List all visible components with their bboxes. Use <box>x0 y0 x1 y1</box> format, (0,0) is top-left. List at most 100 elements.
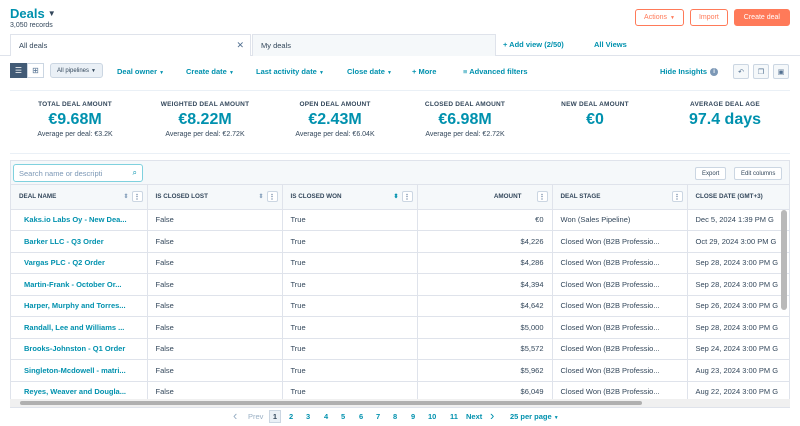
column-menu-icon[interactable]: ⋮ <box>131 191 143 202</box>
deal-name-link[interactable]: Kaks.io Labs Oy - New Dea... <box>11 209 148 231</box>
cell-deal-stage: Closed Won (B2B Professio... <box>552 338 688 360</box>
column-header-deal-name[interactable]: DEAL NAME ⇕ ⋮ <box>11 185 148 210</box>
page-button[interactable]: 5 <box>341 412 346 421</box>
deal-name-link[interactable]: Vargas PLC - Q2 Order <box>11 252 148 274</box>
list-view-icon[interactable]: ☰ <box>10 63 27 78</box>
table-row[interactable]: Kaks.io Labs Oy - New Dea... False True … <box>11 209 789 231</box>
column-header-deal-stage[interactable]: DEAL STAGE ⋮ <box>552 185 688 210</box>
cell-deal-stage: Closed Won (B2B Professio... <box>552 230 688 253</box>
chevron-right-icon[interactable]: › <box>490 408 495 423</box>
tab-all-deals[interactable]: All deals ✕ <box>10 34 251 56</box>
deal-name-link[interactable]: Martin-Frank - October Or... <box>11 273 148 296</box>
deals-table-card: ⌕ Export Edit columns DEAL NAME⇕⋮ IS CLO… <box>10 160 790 408</box>
deal-owner-filter[interactable]: Deal owner ▼ <box>117 67 165 76</box>
cell-close-date: Sep 28, 2024 3:00 PM G <box>687 273 789 296</box>
page-button[interactable]: 9 <box>411 412 416 421</box>
import-button[interactable]: Import <box>689 9 728 26</box>
board-view-icon[interactable]: ⊞ <box>27 63 44 78</box>
filter-icon: ≡ <box>463 67 468 76</box>
edit-columns-button[interactable]: Edit columns <box>734 167 783 180</box>
page-button[interactable]: 3 <box>306 412 311 421</box>
sort-icon[interactable]: ⇕ <box>123 194 129 200</box>
page-button[interactable]: 8 <box>393 412 398 421</box>
all-views-link[interactable]: All Views <box>594 40 627 49</box>
copy-icon[interactable]: ❐ <box>753 64 769 79</box>
horizontal-scrollbar[interactable] <box>10 399 790 407</box>
caret-down-icon: ▼ <box>387 70 392 76</box>
column-header-is-closed-lost[interactable]: IS CLOSED LOST ⇕ ⋮ <box>147 185 283 210</box>
create-deal-button[interactable]: Create deal <box>733 9 790 26</box>
insight-open-deal-amount: OPEN DEAL AMOUNT €2.43M Average per deal… <box>295 101 375 138</box>
deal-name-link[interactable]: Barker LLC - Q3 Order <box>11 230 148 253</box>
last-activity-filter[interactable]: Last activity date ▼ <box>256 67 324 76</box>
page-button[interactable]: 4 <box>324 412 329 421</box>
cell-is-closed-won: True <box>282 230 418 253</box>
cell-deal-stage: Closed Won (B2B Professio... <box>552 295 688 317</box>
table-toolbar: ⌕ Export Edit columns <box>11 161 789 185</box>
table-row[interactable]: Harper, Murphy and Torres... False True … <box>11 295 789 317</box>
deal-name-link[interactable]: Singleton-Mcdowell - matri... <box>11 359 148 382</box>
tab-my-deals[interactable]: My deals <box>252 34 496 56</box>
scrollbar-thumb[interactable] <box>20 401 642 405</box>
page-button[interactable]: 2 <box>289 412 294 421</box>
page-button[interactable]: 11 <box>450 412 458 421</box>
cell-close-date: Aug 23, 2024 3:00 PM G <box>687 359 789 382</box>
table-row[interactable]: Vargas PLC - Q2 Order False True $4,286 … <box>11 252 789 274</box>
record-count: 3,050 records <box>10 22 53 29</box>
column-menu-icon[interactable]: ⋮ <box>536 191 548 202</box>
table-row[interactable]: Barker LLC - Q3 Order False True $4,226 … <box>11 230 789 253</box>
insight-closed-deal-amount: CLOSED DEAL AMOUNT €6.98M Average per de… <box>424 101 506 138</box>
next-page-button[interactable]: Next <box>466 412 483 421</box>
close-date-filter[interactable]: Close date ▼ <box>347 67 392 76</box>
insight-new-deal-amount: NEW DEAL AMOUNT €0 <box>561 101 629 128</box>
add-view-button[interactable]: + Add view (2/50) <box>503 40 564 49</box>
object-selector[interactable]: Deals ▼ <box>10 6 56 21</box>
cell-amount: $4,394 <box>417 273 553 296</box>
cell-deal-stage: Closed Won (B2B Professio... <box>552 273 688 296</box>
deal-name-link[interactable]: Brooks-Johnston - Q1 Order <box>11 338 148 360</box>
page-button[interactable]: 7 <box>376 412 381 421</box>
sort-icon[interactable]: ⇕ <box>258 194 264 200</box>
column-header-amount[interactable]: AMOUNT ⋮ <box>417 185 553 210</box>
column-header-close-date[interactable]: CLOSE DATE (GMT+3) <box>687 185 789 210</box>
page-button[interactable]: 6 <box>359 412 364 421</box>
advanced-filters-button[interactable]: ≡ Advanced filters <box>463 67 528 76</box>
page-button[interactable]: 1 <box>269 410 281 423</box>
create-date-filter[interactable]: Create date ▼ <box>186 67 234 76</box>
column-header-is-closed-won[interactable]: IS CLOSED WON ⬍ ⋮ <box>282 185 418 210</box>
deal-name-link[interactable]: Harper, Murphy and Torres... <box>11 295 148 317</box>
pipeline-select[interactable]: All pipelines ▼ <box>50 63 103 78</box>
table-header-row: DEAL NAME ⇕ ⋮ IS CLOSED LOST ⇕ ⋮ IS CLOSED W… <box>11 185 789 210</box>
cell-close-date: Oct 29, 2024 3:00 PM G <box>687 230 789 253</box>
close-icon[interactable]: ✕ <box>236 40 244 50</box>
export-button[interactable]: Export <box>695 167 727 180</box>
pagination: ‹ Prev 1 2 3 4 5 6 7 8 9 10 11 Next › 25… <box>0 408 800 426</box>
cell-deal-stage: Closed Won (B2B Professio... <box>552 252 688 274</box>
page-button[interactable]: 10 <box>428 412 437 421</box>
search-input[interactable] <box>14 165 122 181</box>
prev-page-button[interactable]: Prev <box>248 412 264 421</box>
table-row[interactable]: Martin-Frank - October Or... False True … <box>11 273 789 296</box>
deal-name-link[interactable]: Randall, Lee and Williams ... <box>11 316 148 339</box>
table-row[interactable]: Brooks-Johnston - Q1 Order False True $5… <box>11 338 789 360</box>
column-menu-icon[interactable]: ⋮ <box>671 191 683 202</box>
cell-is-closed-won: True <box>282 273 418 296</box>
caret-down-icon: ▼ <box>553 415 559 421</box>
hide-insights-button[interactable]: Hide Insights i <box>660 67 719 76</box>
table-row[interactable]: Randall, Lee and Williams ... False True… <box>11 316 789 339</box>
chevron-left-icon[interactable]: ‹ <box>233 408 238 423</box>
more-filters-button[interactable]: + More <box>412 67 437 76</box>
save-icon[interactable]: ▣ <box>773 64 789 79</box>
vertical-scrollbar[interactable] <box>781 210 787 310</box>
column-menu-icon[interactable]: ⋮ <box>401 191 413 202</box>
undo-icon[interactable]: ↶ <box>733 64 749 79</box>
actions-button[interactable]: Actions ▼ <box>635 9 684 26</box>
sort-desc-icon[interactable]: ⬍ <box>393 194 399 200</box>
column-menu-icon[interactable]: ⋮ <box>266 191 278 202</box>
search-icon[interactable]: ⌕ <box>132 168 137 177</box>
caret-down-icon: ▼ <box>159 70 165 76</box>
per-page-select[interactable]: 25 per page ▼ <box>510 412 559 421</box>
table-row[interactable]: Singleton-Mcdowell - matri... False True… <box>11 359 789 382</box>
cell-amount: $5,962 <box>417 359 553 382</box>
filter-bar: ☰ ⊞ All pipelines ▼ Deal owner ▼ Create … <box>0 60 800 84</box>
